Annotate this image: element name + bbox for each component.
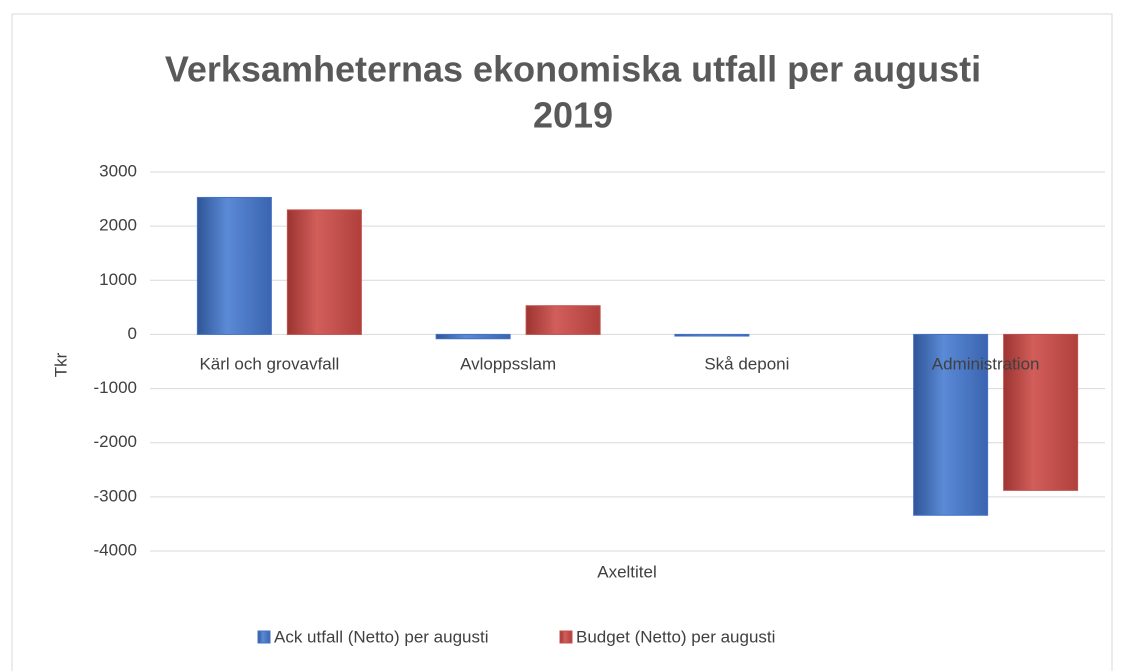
bar	[196, 196, 272, 335]
legend-label: Ack utfall (Netto) per augusti	[274, 627, 488, 646]
bar	[286, 209, 362, 335]
chart-title: 2019	[533, 95, 613, 136]
bar	[1003, 333, 1079, 491]
bar	[435, 333, 511, 340]
bar	[913, 333, 989, 516]
bar	[525, 305, 601, 335]
x-tick-label: Skå deponi	[704, 354, 789, 373]
x-tick-label: Administration	[932, 354, 1040, 373]
bars	[196, 196, 1079, 516]
labels: 3000 2000 1000 0 -1000 -2000 -3000 -4000 Kärl oc…	[94, 161, 1040, 646]
legend-marker	[257, 630, 271, 644]
y-tick-label: 2000	[99, 216, 137, 235]
bar	[674, 333, 750, 337]
y-tick-label: -3000	[94, 486, 137, 505]
x-axis-title: Axeltitel	[597, 562, 657, 581]
chart-title: Verksamheternas ekonomiska utfall per au…	[165, 49, 981, 90]
legend-label: Budget (Netto) per augusti	[576, 627, 775, 646]
y-tick-label: 1000	[99, 270, 137, 289]
legend-marker	[559, 630, 573, 644]
y-tick-label: 0	[128, 324, 137, 343]
x-tick-label: Avloppsslam	[460, 354, 556, 373]
y-tick-label: -1000	[94, 378, 137, 397]
x-tick-label: Kärl och grovavfall	[199, 354, 339, 373]
y-tick-label: -4000	[94, 540, 137, 559]
y-tick-label: 3000	[99, 161, 137, 180]
y-axis-title: Tkr	[51, 352, 70, 377]
y-tick-label: -2000	[94, 432, 137, 451]
